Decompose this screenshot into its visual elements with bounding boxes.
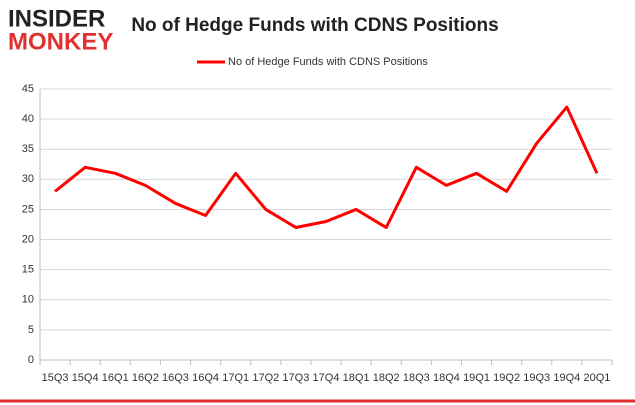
- x-tick-label: 16Q2: [132, 372, 159, 384]
- chart-title: No of Hedge Funds with CDNS Positions: [131, 15, 498, 36]
- x-tick-label: 18Q3: [403, 372, 430, 384]
- x-tick-label: 16Q4: [192, 372, 219, 384]
- x-tick-label: 18Q4: [433, 372, 460, 384]
- y-tick-label: 45: [22, 83, 34, 95]
- y-tick-label: 0: [28, 354, 34, 366]
- y-tick-label: 10: [22, 294, 34, 306]
- x-tick-label: 20Q1: [583, 372, 610, 384]
- x-tick-label: 19Q3: [523, 372, 550, 384]
- y-tick-label: 25: [22, 203, 34, 215]
- x-tick-label: 17Q1: [222, 372, 249, 384]
- x-tick-label: 17Q2: [252, 372, 279, 384]
- x-tick-label: 16Q3: [162, 372, 189, 384]
- y-tick-label: 20: [22, 233, 34, 245]
- x-tick-label: 18Q2: [373, 372, 400, 384]
- x-tick-label: 17Q4: [313, 372, 340, 384]
- x-tick-label: 19Q1: [463, 372, 490, 384]
- y-tick-label: 35: [22, 143, 34, 155]
- x-tick-label: 19Q4: [553, 372, 580, 384]
- x-tick-label: 16Q1: [102, 372, 129, 384]
- logo-line2: MONKEY: [8, 28, 113, 55]
- y-tick-label: 40: [22, 113, 34, 125]
- y-tick-label: 5: [28, 324, 34, 336]
- y-tick-label: 15: [22, 264, 34, 276]
- x-tick-label: 17Q3: [282, 372, 309, 384]
- data-line: [54, 105, 599, 230]
- x-tick-label: 18Q1: [343, 372, 370, 384]
- legend-label: No of Hedge Funds with CDNS Positions: [228, 56, 428, 68]
- x-tick-label: 15Q3: [42, 372, 69, 384]
- x-tick-label: 15Q4: [72, 372, 99, 384]
- x-tick-label: 19Q2: [493, 372, 520, 384]
- y-tick-label: 30: [22, 173, 34, 185]
- logo-line1: INSIDER: [8, 5, 105, 32]
